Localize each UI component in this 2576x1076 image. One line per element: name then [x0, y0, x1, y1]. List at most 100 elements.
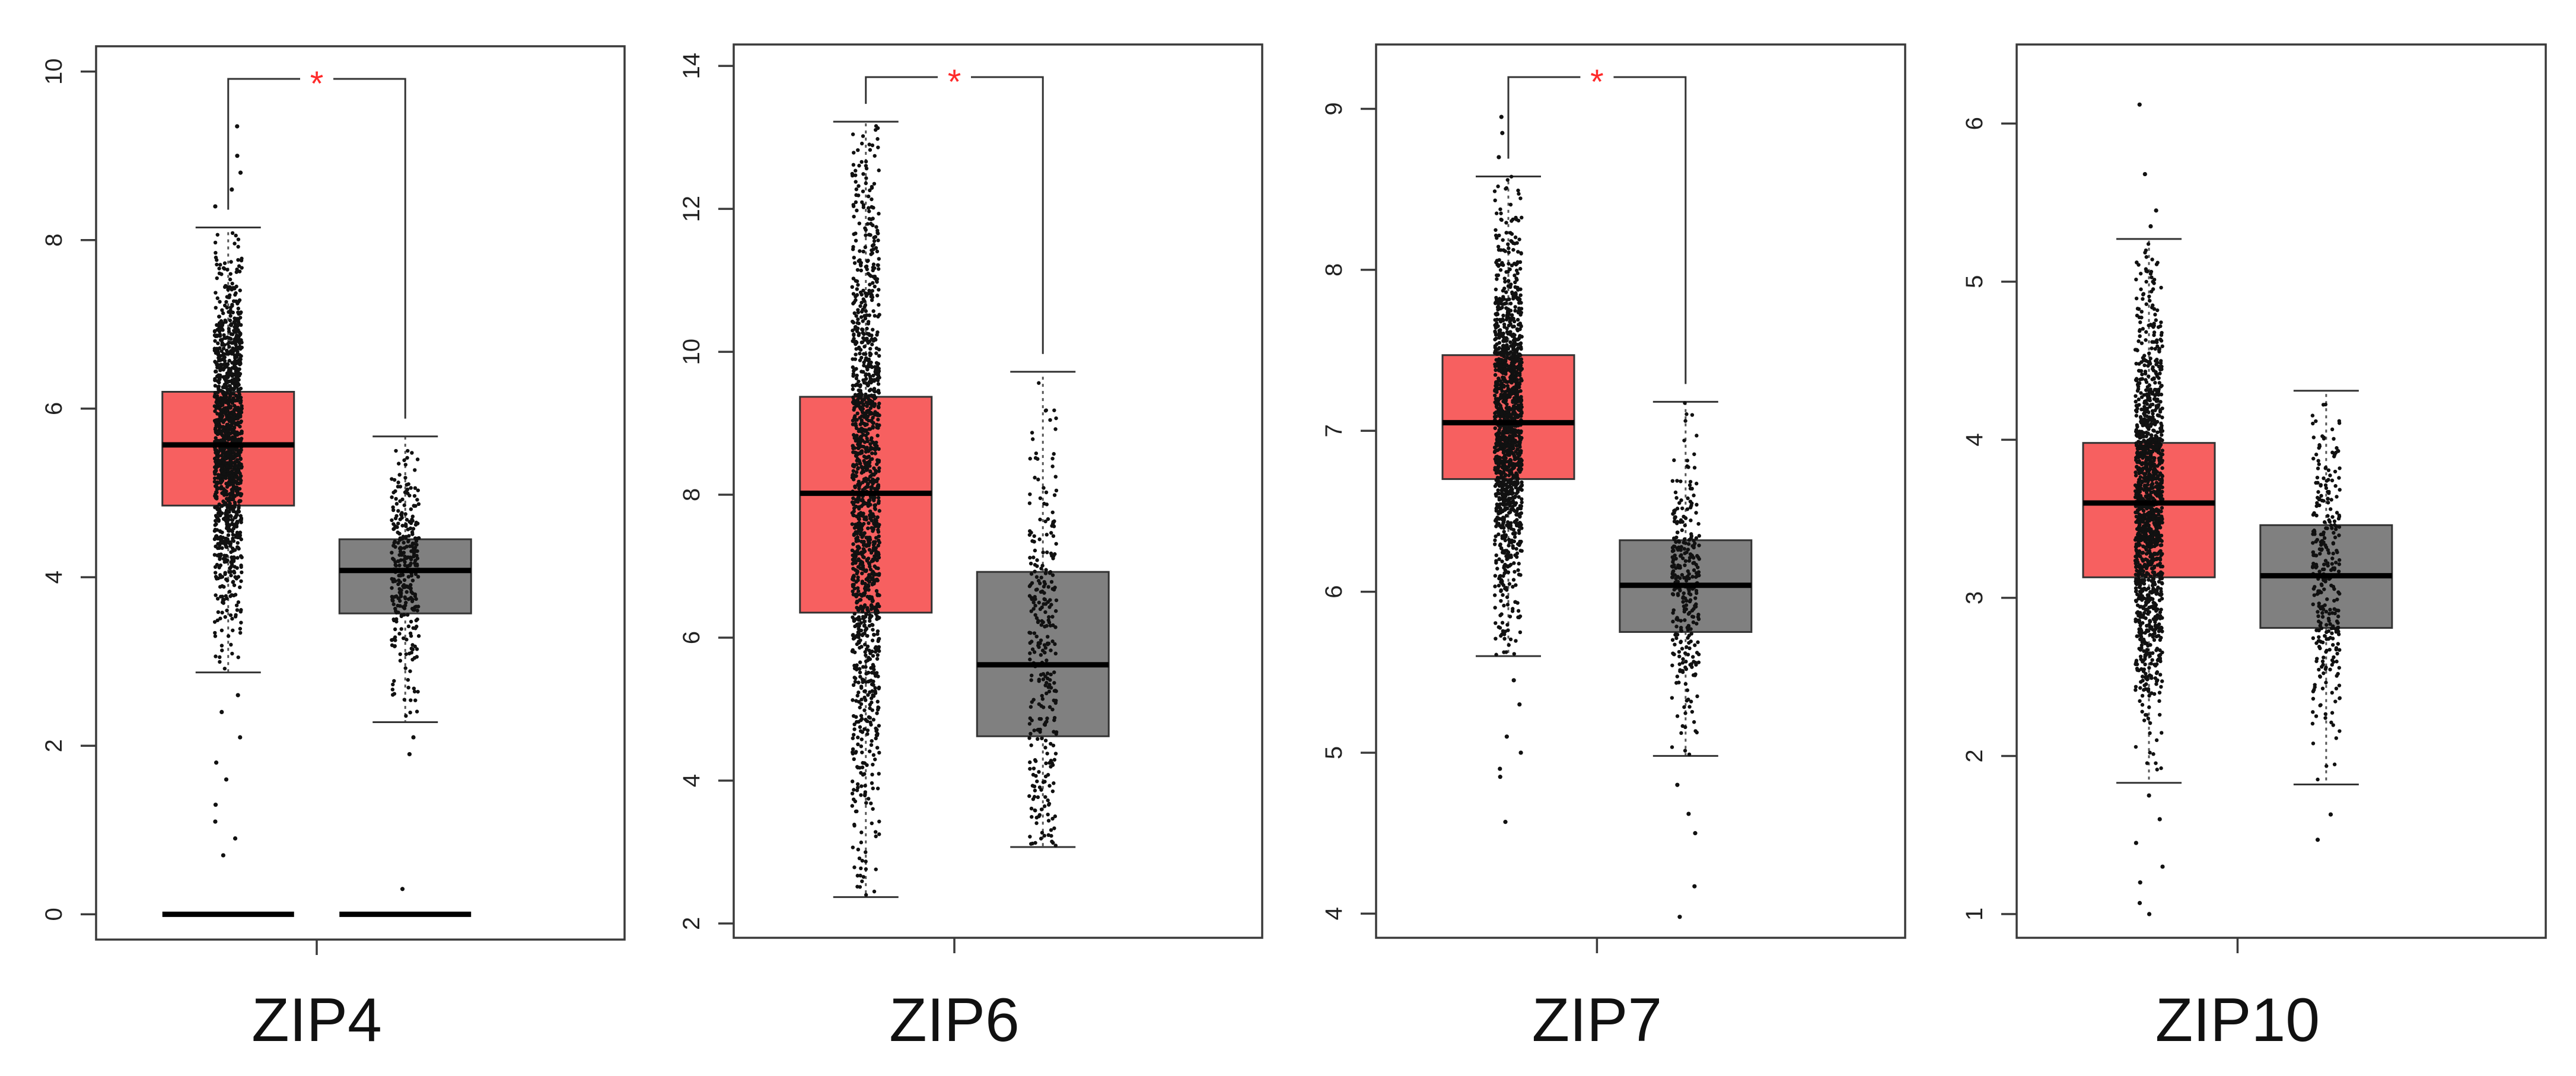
data-point: [1673, 515, 1677, 520]
data-point: [868, 399, 873, 403]
data-point: [1513, 305, 1517, 309]
data-point: [1497, 402, 1501, 406]
data-point: [1517, 562, 1521, 566]
data-point: [406, 575, 411, 579]
outlier-point: [400, 887, 405, 892]
data-point: [1495, 503, 1499, 507]
panel-title: ZIP4: [251, 986, 382, 1055]
data-point: [851, 736, 855, 740]
data-point: [1674, 636, 1679, 641]
data-point: [872, 480, 876, 484]
data-point: [1515, 551, 1520, 556]
data-point: [1495, 235, 1499, 240]
data-point: [856, 317, 860, 321]
data-point: [1673, 508, 1677, 512]
data-point: [229, 550, 233, 554]
data-point: [1514, 295, 1518, 299]
data-point: [1519, 367, 1523, 371]
data-point: [1503, 474, 1507, 478]
data-point: [861, 288, 865, 293]
data-point: [856, 379, 861, 384]
data-point: [1501, 313, 1505, 318]
data-point: [409, 590, 413, 594]
data-point: [1680, 506, 1685, 511]
outlier-point: [235, 124, 240, 129]
data-point: [874, 589, 879, 593]
data-point: [1498, 299, 1502, 303]
data-point: [1690, 709, 1695, 714]
data-point: [872, 633, 876, 637]
data-point: [228, 566, 232, 571]
data-point: [1517, 301, 1521, 305]
significance-star: *: [310, 65, 324, 103]
data-point: [1683, 749, 1687, 753]
data-point: [236, 546, 240, 550]
data-point: [1695, 553, 1699, 558]
data-point: [1678, 576, 1682, 580]
data-point: [1690, 575, 1695, 579]
data-point: [1053, 689, 1058, 693]
data-point: [1509, 343, 1513, 348]
data-point: [872, 387, 877, 391]
data-point: [219, 415, 224, 420]
outlier-point: [233, 836, 238, 841]
data-point: [237, 390, 241, 394]
data-point: [1503, 562, 1507, 567]
data-point: [1050, 456, 1055, 461]
data-point: [861, 134, 865, 138]
data-point: [1044, 568, 1048, 572]
data-point: [224, 300, 228, 304]
data-point: [216, 546, 221, 550]
data-point: [867, 380, 872, 384]
data-point: [1670, 575, 1675, 580]
data-point: [866, 259, 870, 263]
data-point: [218, 300, 222, 304]
data-point: [1685, 576, 1689, 580]
data-point: [1518, 310, 1522, 315]
data-point: [413, 468, 417, 472]
data-point: [236, 244, 240, 249]
data-point: [1044, 761, 1048, 766]
data-point: [1519, 377, 1523, 381]
data-point: [851, 553, 855, 558]
data-point: [413, 523, 418, 527]
data-point: [858, 670, 862, 674]
data-point: [877, 460, 881, 464]
data-point: [1513, 457, 1517, 461]
data-point: [854, 435, 858, 440]
data-point: [1031, 600, 1036, 604]
data-point: [219, 480, 224, 484]
data-point: [851, 203, 855, 207]
data-point: [1045, 752, 1049, 756]
data-point: [230, 460, 235, 465]
data-point: [1514, 348, 1519, 353]
data-point: [1687, 646, 1692, 651]
data-point: [1495, 521, 1499, 526]
data-point: [1513, 535, 1517, 539]
data-point: [857, 164, 861, 168]
data-point: [228, 277, 233, 282]
data-point: [1505, 298, 1509, 302]
data-point: [390, 477, 394, 481]
data-point: [1495, 566, 1499, 571]
data-point: [406, 539, 410, 543]
data-point: [402, 458, 406, 463]
data-point: [870, 599, 875, 603]
data-point: [1047, 705, 1052, 709]
data-point: [866, 364, 870, 368]
data-point: [222, 553, 227, 558]
data-point: [868, 442, 873, 446]
data-point: [1035, 564, 1039, 568]
data-point: [1672, 537, 1676, 542]
data-point: [1046, 642, 1050, 647]
data-point: [1053, 552, 1057, 556]
data-point: [1043, 650, 1047, 655]
data-point: [856, 283, 860, 287]
data-point: [850, 511, 855, 515]
data-point: [1506, 480, 1511, 484]
data-point: [1497, 258, 1501, 262]
data-point: [856, 630, 861, 634]
data-point: [401, 636, 406, 641]
